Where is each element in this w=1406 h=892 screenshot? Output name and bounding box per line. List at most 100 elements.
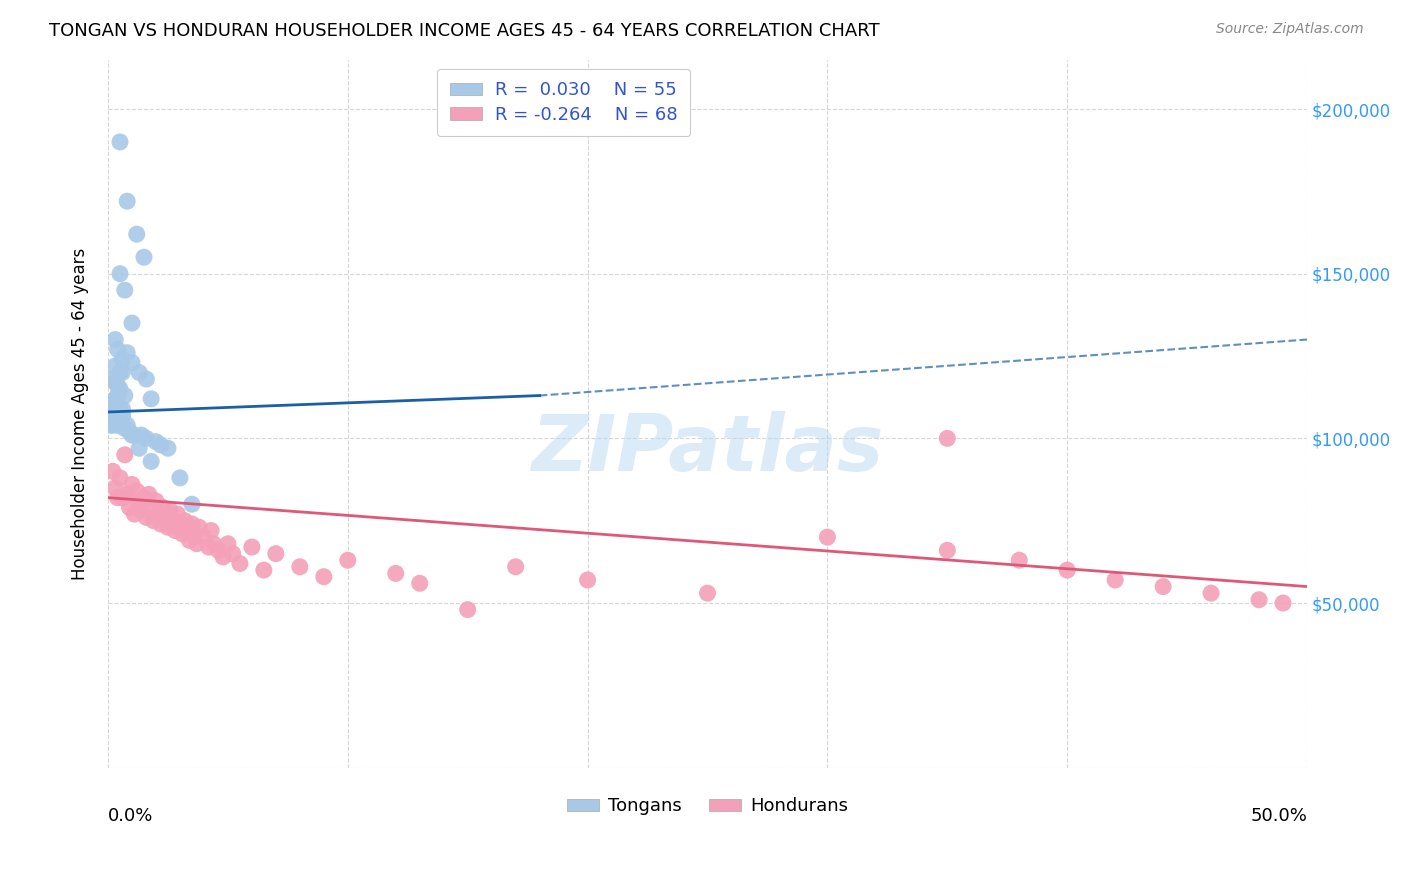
Point [200, 524, 222, 538]
Point [197, 540, 219, 554]
Point [114, 421, 136, 435]
Point [1199, 586, 1222, 600]
Point [815, 530, 838, 544]
Point [145, 494, 167, 508]
Point [132, 250, 155, 264]
Point [108, 471, 131, 485]
Point [156, 520, 179, 534]
Point [936, 543, 959, 558]
Point [229, 557, 252, 571]
Point [288, 559, 311, 574]
Point [696, 586, 718, 600]
Point [457, 602, 479, 616]
Point [125, 484, 148, 499]
Point [221, 547, 243, 561]
Point [121, 428, 143, 442]
Point [132, 491, 155, 505]
Point [101, 418, 124, 433]
Point [149, 438, 172, 452]
Point [101, 405, 124, 419]
Point [165, 524, 187, 538]
Point [115, 418, 138, 433]
Point [936, 431, 959, 445]
Point [101, 405, 124, 419]
Point [104, 481, 127, 495]
Point [176, 524, 198, 538]
Point [212, 549, 235, 564]
Point [111, 491, 134, 505]
Point [1056, 563, 1078, 577]
Point [138, 487, 160, 501]
Point [101, 415, 124, 429]
Point [159, 504, 181, 518]
Point [152, 500, 174, 515]
Point [207, 543, 229, 558]
Point [202, 537, 225, 551]
Point [111, 409, 134, 423]
Point [145, 434, 167, 449]
Point [179, 533, 201, 548]
Point [108, 382, 131, 396]
Point [186, 537, 208, 551]
Point [183, 527, 205, 541]
Point [100, 418, 122, 433]
Point [141, 454, 163, 468]
Text: Source: ZipAtlas.com: Source: ZipAtlas.com [1216, 22, 1364, 37]
Point [240, 540, 263, 554]
Point [104, 376, 127, 390]
Point [124, 428, 146, 442]
Point [264, 547, 287, 561]
Point [169, 471, 191, 485]
Point [505, 559, 527, 574]
Point [124, 507, 146, 521]
Y-axis label: Householder Income Ages 45 - 64 years: Householder Income Ages 45 - 64 years [72, 247, 89, 580]
Point [107, 491, 129, 505]
Text: 50.0%: 50.0% [1250, 806, 1308, 824]
Point [115, 194, 138, 209]
Point [104, 359, 127, 373]
Point [121, 477, 143, 491]
Text: TONGAN VS HONDURAN HOUSEHOLDER INCOME AGES 45 - 64 YEARS CORRELATION CHART: TONGAN VS HONDURAN HOUSEHOLDER INCOME AG… [49, 22, 880, 40]
Point [576, 573, 599, 587]
Point [253, 563, 276, 577]
Point [111, 409, 134, 423]
Point [166, 507, 188, 521]
Point [148, 507, 170, 521]
Point [107, 388, 129, 402]
Point [409, 576, 432, 591]
Point [114, 448, 136, 462]
Point [107, 343, 129, 357]
Point [108, 267, 131, 281]
Point [104, 333, 127, 347]
Point [107, 418, 129, 433]
Point [142, 514, 165, 528]
Point [193, 530, 215, 544]
Point [131, 504, 153, 518]
Point [141, 500, 163, 515]
Point [1247, 592, 1270, 607]
Point [135, 372, 157, 386]
Point [101, 372, 124, 386]
Point [384, 566, 406, 581]
Point [162, 514, 184, 528]
Point [111, 352, 134, 367]
Point [108, 366, 131, 380]
Point [149, 516, 172, 531]
Point [101, 395, 124, 409]
Text: 0.0%: 0.0% [108, 806, 153, 824]
Point [217, 537, 239, 551]
Point [312, 570, 335, 584]
Point [125, 227, 148, 242]
Point [107, 409, 129, 423]
Point [111, 366, 134, 380]
Point [104, 409, 127, 423]
Point [135, 510, 157, 524]
Point [104, 399, 127, 413]
Point [114, 388, 136, 402]
Point [156, 442, 179, 456]
Point [118, 500, 141, 515]
Point [100, 411, 122, 425]
Point [155, 510, 177, 524]
Point [169, 516, 191, 531]
Point [1104, 573, 1126, 587]
